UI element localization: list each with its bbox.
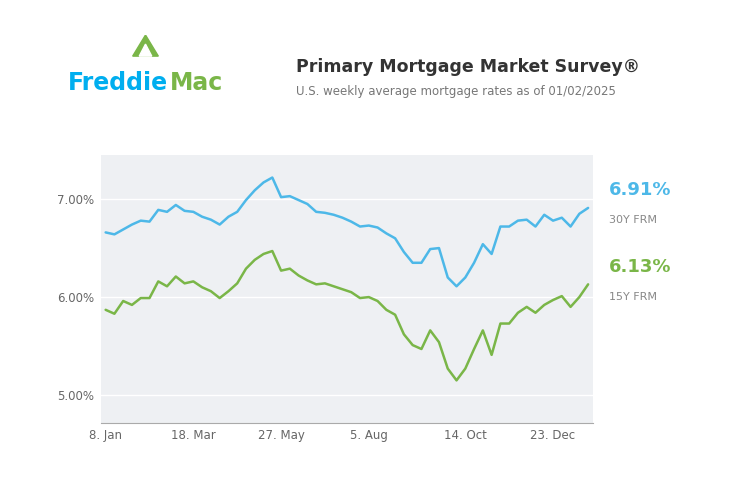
Text: 30Y FRM: 30Y FRM (609, 216, 657, 226)
Polygon shape (140, 44, 152, 56)
Text: 15Y FRM: 15Y FRM (609, 292, 657, 302)
Text: Freddie: Freddie (68, 70, 168, 94)
Polygon shape (133, 35, 158, 56)
Text: Mac: Mac (170, 70, 223, 94)
Text: Primary Mortgage Market Survey®: Primary Mortgage Market Survey® (296, 58, 640, 76)
Text: 6.13%: 6.13% (609, 258, 671, 276)
Text: U.S. weekly average mortgage rates as of 01/02/2025: U.S. weekly average mortgage rates as of… (296, 84, 616, 98)
Text: 6.91%: 6.91% (609, 182, 671, 200)
